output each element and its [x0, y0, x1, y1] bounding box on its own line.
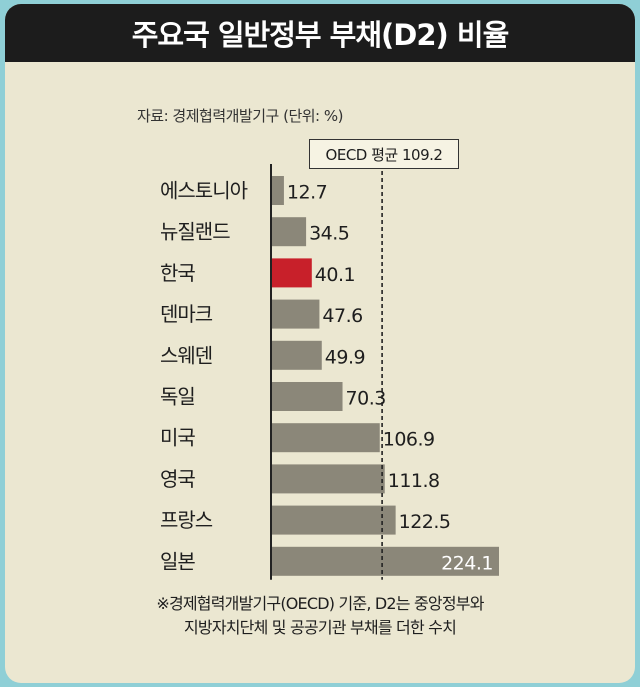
bar-9 [271, 546, 499, 576]
bar-5 [271, 382, 343, 411]
value-label-4: 49.9 [325, 346, 365, 368]
oecd-average-label: OECD 평균 109.2 [309, 139, 459, 169]
bar-1 [271, 217, 307, 247]
value-label-7: 111.8 [388, 470, 440, 492]
bar-8 [271, 505, 396, 535]
category-label-1: 뉴질랜드 [160, 220, 230, 244]
value-label-3: 47.6 [322, 305, 362, 327]
value-label-9: 224.1 [441, 552, 493, 574]
bar-0 [271, 176, 284, 205]
bar-7 [271, 464, 385, 494]
bar-6 [271, 423, 380, 453]
footnote-line-2: 지방자치단체 및 공공기관 부채를 더한 수치 [184, 618, 457, 637]
category-label-5: 독일 [160, 385, 195, 409]
footnote: ※경제협력개발기구(OECD) 기준, D2는 중앙정부와 지방자치단체 및 공… [5, 592, 635, 640]
value-label-0: 12.7 [287, 182, 327, 204]
category-label-9: 일본 [160, 549, 195, 573]
chart-panel: 주요국 일반정부 부채(D2) 비율 자료: 경제협력개발기구 (단위: %) … [5, 4, 635, 683]
source-label: 자료: 경제협력개발기구 (단위: %) [137, 107, 343, 125]
value-label-6: 106.9 [383, 429, 435, 451]
bar-chart: 에스토니아 12.7 뉴질랜드 34.5 한국 40.1 덴마크 47.6 스웨덴 49.9 독일 7… [160, 164, 499, 580]
category-label-8: 프랑스 [160, 508, 213, 532]
value-label-5: 70.3 [346, 388, 386, 410]
chart-title: 주요국 일반정부 부채(D2) 비율 [5, 4, 635, 62]
value-label-8: 122.5 [399, 511, 451, 533]
value-label-2: 40.1 [315, 264, 355, 286]
bar-2 [271, 258, 312, 288]
value-label-1: 34.5 [309, 223, 349, 245]
category-label-3: 덴마크 [160, 302, 213, 326]
category-label-7: 영국 [160, 467, 195, 491]
category-label-4: 스웨덴 [160, 343, 212, 367]
bar-4 [271, 340, 322, 370]
category-label-6: 미국 [160, 426, 195, 450]
category-label-0: 에스토니아 [160, 179, 248, 203]
footnote-line-1: ※경제협력개발기구(OECD) 기준, D2는 중앙정부와 [156, 594, 484, 613]
bar-3 [271, 299, 320, 329]
category-label-2: 한국 [160, 261, 195, 285]
